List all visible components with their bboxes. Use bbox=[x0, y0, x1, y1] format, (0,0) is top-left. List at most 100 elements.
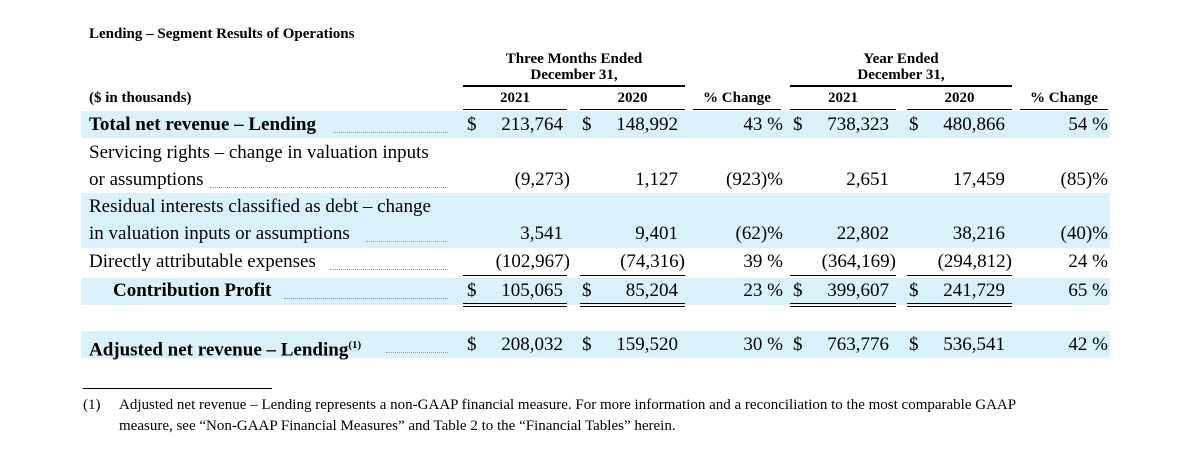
footnote-divider bbox=[83, 388, 272, 389]
footnote-marker: (1) bbox=[83, 397, 101, 413]
total-double-rule bbox=[463, 303, 567, 307]
cell-y-change: 54 % bbox=[1068, 114, 1108, 135]
dot-leader bbox=[386, 352, 448, 353]
dot-leader bbox=[284, 298, 448, 299]
cell-y2020: 38,216 bbox=[952, 223, 1005, 244]
footnote-line2: measure, see “Non-GAAP Financial Measure… bbox=[119, 418, 676, 434]
cell-y-change: 24 % bbox=[1068, 251, 1108, 272]
row-label-text: Adjusted net revenue – Lending bbox=[89, 339, 349, 361]
currency-sign: $ bbox=[467, 114, 477, 135]
cell-q-change: (923)% bbox=[726, 169, 783, 190]
subtotal-rule bbox=[907, 275, 1012, 276]
currency-sign: $ bbox=[582, 334, 592, 355]
col-rule bbox=[907, 109, 1012, 110]
cell-q2021: 208,032 bbox=[501, 334, 563, 355]
total-double-rule bbox=[907, 303, 1012, 307]
cell-y2021: 22,802 bbox=[836, 223, 889, 244]
cell-q2021: (102,967) bbox=[495, 251, 570, 272]
cell-q-change: 30 % bbox=[743, 334, 783, 355]
cell-q2021: (9,273) bbox=[514, 169, 570, 190]
cell-q-change: 39 % bbox=[743, 251, 783, 272]
currency-sign: $ bbox=[467, 334, 477, 355]
subtotal-rule bbox=[463, 275, 567, 276]
currency-sign: $ bbox=[793, 280, 803, 301]
footnote-text: Adjusted net revenue – Lending represent… bbox=[119, 395, 1119, 437]
cell-q2020: 148,992 bbox=[616, 114, 678, 135]
cell-y2021: 738,323 bbox=[827, 114, 889, 135]
footnote-ref[interactable]: (1) bbox=[348, 339, 362, 351]
cell-q-change: 43 % bbox=[743, 114, 783, 135]
cell-y-change: (40)% bbox=[1060, 223, 1108, 244]
currency-sign: $ bbox=[909, 334, 919, 355]
subtotal-rule bbox=[790, 275, 896, 276]
row-label: Contribution Profit bbox=[113, 280, 272, 301]
col-rule bbox=[580, 109, 685, 110]
table-title: Lending – Segment Results of Operations bbox=[89, 26, 355, 42]
cell-y2020: 241,729 bbox=[943, 280, 1005, 301]
cell-y-change: (85)% bbox=[1060, 169, 1108, 190]
cell-y-change: 42 % bbox=[1068, 334, 1108, 355]
cell-y2021: 763,776 bbox=[827, 334, 889, 355]
cell-y2021: 2,651 bbox=[846, 169, 889, 190]
currency-sign: $ bbox=[467, 280, 477, 301]
currency-sign: $ bbox=[909, 280, 919, 301]
row-band bbox=[81, 331, 1110, 358]
cell-q2020: (74,316) bbox=[620, 251, 685, 272]
cell-q2020: 9,401 bbox=[635, 223, 678, 244]
row-label: Directly attributable expenses bbox=[89, 251, 316, 272]
row-label-line2: in valuation inputs or assumptions bbox=[89, 223, 350, 244]
cell-q2021: 3,541 bbox=[520, 223, 563, 244]
cell-y2020: 480,866 bbox=[943, 114, 1005, 135]
total-double-rule bbox=[790, 303, 896, 307]
group-header-line1: Year Ended bbox=[863, 51, 939, 67]
cell-q2020: 85,204 bbox=[625, 280, 678, 301]
group-header-line1: Three Months Ended bbox=[505, 51, 643, 67]
col-header-y2020: 2020 bbox=[944, 90, 975, 106]
cell-y2020: 536,541 bbox=[943, 334, 1005, 355]
dot-leader bbox=[333, 132, 448, 133]
row-label-line1: Servicing rights – change in valuation i… bbox=[89, 142, 429, 163]
cell-q2021: 213,764 bbox=[501, 114, 563, 135]
col-header-q2020: 2020 bbox=[617, 90, 648, 106]
cell-y2020: (294,812) bbox=[937, 251, 1012, 272]
currency-sign: $ bbox=[793, 334, 803, 355]
group-header-line2: December 31, bbox=[857, 67, 945, 83]
col-header-q2021: 2021 bbox=[500, 90, 530, 106]
row-label-line1: Residual interests classified as debt – … bbox=[89, 196, 431, 217]
units-label: ($ in thousands) bbox=[89, 90, 192, 106]
currency-sign: $ bbox=[909, 114, 919, 135]
cell-y2021: 399,607 bbox=[827, 280, 889, 301]
group-header-line2: December 31, bbox=[530, 67, 618, 83]
footnote-line1: Adjusted net revenue – Lending represent… bbox=[119, 397, 1017, 413]
currency-sign: $ bbox=[582, 114, 592, 135]
cell-q-change: (62)% bbox=[735, 223, 783, 244]
col-header-q-change: % Change bbox=[703, 90, 771, 106]
dot-leader bbox=[366, 241, 448, 242]
currency-sign: $ bbox=[793, 114, 803, 135]
cell-y2021: (364,169) bbox=[821, 251, 896, 272]
col-rule bbox=[693, 109, 781, 110]
currency-sign: $ bbox=[582, 280, 592, 301]
dot-leader bbox=[210, 187, 448, 188]
cell-q2021: 105,065 bbox=[501, 280, 563, 301]
dot-leader bbox=[330, 269, 448, 270]
cell-q-change: 23 % bbox=[743, 280, 783, 301]
total-double-rule bbox=[580, 303, 685, 307]
row-label: Adjusted net revenue – Lending(1) bbox=[89, 332, 361, 363]
row-band bbox=[81, 111, 1110, 138]
row-band bbox=[81, 278, 1110, 305]
group-rule-three-months bbox=[463, 85, 685, 87]
cell-y2020: 17,459 bbox=[952, 169, 1005, 190]
cell-q2020: 159,520 bbox=[616, 334, 678, 355]
row-label: Total net revenue – Lending bbox=[89, 114, 316, 135]
row-label-line2: or assumptions bbox=[89, 169, 204, 190]
group-rule-year bbox=[790, 85, 1012, 87]
row-band bbox=[81, 193, 1110, 248]
col-rule bbox=[1020, 109, 1108, 110]
col-header-y-change: % Change bbox=[1030, 90, 1098, 106]
cell-q2020: 1,127 bbox=[635, 169, 678, 190]
subtotal-rule bbox=[580, 275, 685, 276]
col-rule bbox=[463, 109, 567, 110]
col-header-y2021: 2021 bbox=[828, 90, 858, 106]
group-header-year: Year Ended December 31, bbox=[790, 51, 1012, 83]
